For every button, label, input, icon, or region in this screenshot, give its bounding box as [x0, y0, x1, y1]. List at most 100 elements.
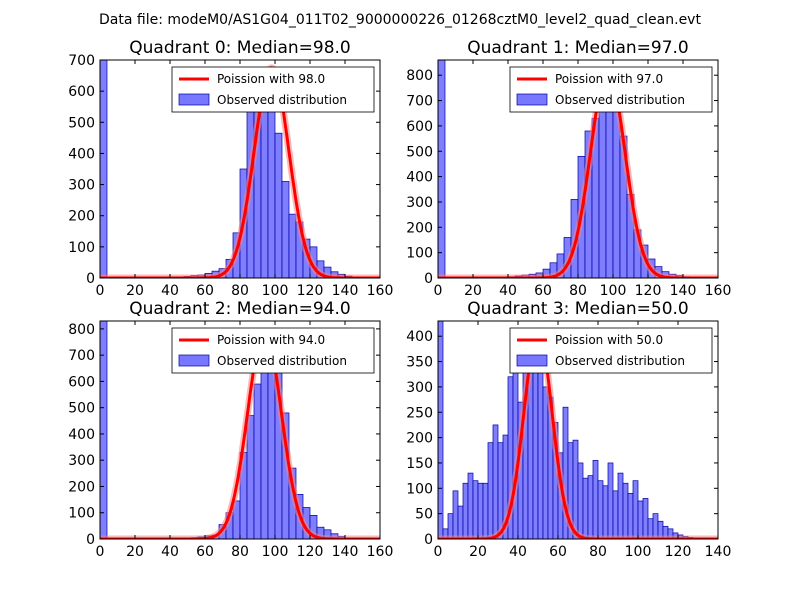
quadrant-2-legend-line-label: Poission with 94.0 — [217, 333, 325, 347]
quadrant-2-bar — [253, 383, 262, 539]
quadrant-2-ytick-label: 400 — [68, 427, 95, 443]
quadrant-0-bar — [100, 60, 108, 278]
quadrant-3-bar — [467, 472, 474, 539]
quadrant-0-bar — [274, 132, 283, 278]
quadrant-3-ytick-label: 300 — [406, 380, 433, 396]
quadrant-2-xtick-label: 100 — [262, 544, 289, 560]
quadrant-1-xtick-label: 40 — [499, 283, 517, 299]
quadrant-3-bar — [582, 477, 589, 539]
quadrant-0-ytick-label: 100 — [68, 240, 95, 256]
quadrant-1-xtick-label: 160 — [705, 283, 732, 299]
quadrant-2-xtick-label: 60 — [196, 544, 214, 560]
quadrant-2-ytick-label: 700 — [68, 348, 95, 364]
quadrant-2-ytick-label: 200 — [68, 479, 95, 495]
quadrant-3-bar — [577, 462, 584, 539]
quadrant-2-xtick-label: 40 — [161, 544, 179, 560]
quadrant-2-xtick-label: 0 — [96, 544, 105, 560]
quadrant-0-ytick-label: 300 — [68, 178, 95, 194]
quadrant-3-xtick-label: 40 — [509, 544, 527, 560]
quadrant-1-ytick-label: 700 — [406, 94, 433, 110]
quadrant-0-bar — [281, 181, 290, 278]
quadrant-3-bar — [642, 498, 649, 539]
quadrant-1-xtick-label: 60 — [534, 283, 552, 299]
quadrant-3-bar — [452, 490, 459, 539]
quadrant-3-bar — [592, 460, 599, 539]
quadrant-0-xtick-label: 100 — [262, 283, 289, 299]
quadrant-1-xtick-label: 140 — [670, 283, 697, 299]
figure-title: Data file: modeM0/AS1G04_011T02_90000002… — [99, 12, 701, 28]
quadrant-1-ytick-label: 300 — [406, 195, 433, 211]
quadrant-3-bar — [492, 424, 499, 539]
quadrant-3-bar — [597, 480, 604, 539]
quadrant-3-bar — [602, 485, 609, 539]
quadrant-2-xtick-label: 80 — [231, 544, 249, 560]
quadrant-3-title: Quadrant 3: Median=50.0 — [467, 299, 689, 319]
quadrant-3-plot-area — [438, 321, 718, 539]
quadrant-3-xtick-label: 140 — [705, 544, 732, 560]
quadrant-3-bar — [607, 462, 614, 539]
quadrant-1-ytick-label: 800 — [406, 68, 433, 84]
quadrant-0-ytick-label: 0 — [86, 271, 95, 287]
quadrant-3-legend-bar-label: Observed distribution — [555, 354, 685, 368]
quadrant-3-ytick-label: 350 — [406, 355, 433, 371]
quadrant-2-xtick-label: 160 — [367, 544, 394, 560]
quadrant-2-bar — [100, 321, 108, 539]
quadrant-2-legend-bar-label: Observed distribution — [217, 354, 347, 368]
quadrant-3-bar — [537, 371, 544, 539]
quadrant-3-bar — [447, 513, 454, 539]
quadrant-2-plot-area — [100, 321, 380, 539]
quadrant-0-ytick-label: 700 — [68, 53, 95, 69]
quadrant-2-ytick-label: 800 — [68, 322, 95, 338]
quadrant-3-ytick-label: 200 — [406, 431, 433, 447]
quadrant-2-ytick-label: 0 — [86, 532, 95, 548]
quadrant-3-ytick-label: 100 — [406, 481, 433, 497]
quadrant-3-axes-frame — [437, 320, 719, 540]
quadrant-3-ytick-label: 50 — [415, 507, 433, 523]
quadrant-3-xtick-label: 120 — [665, 544, 692, 560]
quadrant-1-xtick-label: 80 — [569, 283, 587, 299]
quadrant-2-ytick-label: 100 — [68, 506, 95, 522]
quadrant-3-xtick-label: 0 — [434, 544, 443, 560]
quadrant-3-bar — [438, 321, 444, 539]
quadrant-2-xtick-label: 20 — [126, 544, 144, 560]
quadrant-2-ytick-label: 500 — [68, 401, 95, 417]
quadrant-1-legend-bar-label: Observed distribution — [555, 93, 685, 107]
quadrant-3-xtick-label: 100 — [625, 544, 652, 560]
quadrant-2-xtick-label: 120 — [297, 544, 324, 560]
quadrant-3-bar — [487, 442, 494, 539]
quadrant-1-xtick-label: 120 — [635, 283, 662, 299]
quadrant-0-bar — [288, 213, 297, 278]
quadrant-1-bar — [438, 60, 446, 278]
quadrant-2-title: Quadrant 2: Median=94.0 — [129, 299, 351, 319]
quadrant-0-title: Quadrant 0: Median=98.0 — [129, 38, 351, 58]
quadrant-0-panel: Quadrant 0: Median=98.0 0 20 40 60 80 100 120 14… — [68, 38, 393, 299]
quadrant-3-ytick-label: 250 — [406, 405, 433, 421]
quadrant-1-ytick-label: 600 — [406, 119, 433, 135]
quadrant-3-bar — [627, 493, 634, 539]
quadrant-0-xtick-label: 20 — [126, 283, 144, 299]
quadrant-1-title: Quadrant 1: Median=97.0 — [467, 38, 689, 58]
quadrant-3-bar — [457, 505, 464, 539]
quadrant-3-bar — [482, 482, 489, 539]
quadrant-1-legend-bar-swatch — [516, 93, 548, 106]
quadrant-1-ytick-label: 100 — [406, 246, 433, 262]
quadrant-1-legend-line-label: Poission with 97.0 — [555, 72, 663, 86]
quadrant-0-xtick-label: 140 — [332, 283, 359, 299]
quadrant-3-bar — [612, 490, 619, 539]
quadrant-0-xtick-label: 60 — [196, 283, 214, 299]
quadrant-3-bar — [637, 500, 644, 539]
quadrant-3-ytick-label: 400 — [406, 329, 433, 345]
quadrant-0-legend-line-label: Poission with 98.0 — [217, 72, 325, 86]
quadrant-2-legend-bar-swatch — [178, 354, 210, 367]
quadrant-3-legend: Poission with 50.0 Observed distribution — [509, 327, 713, 374]
quadrant-0-xtick-label: 80 — [231, 283, 249, 299]
quadrant-3-bar — [587, 475, 594, 539]
quadrant-1-ytick-label: 0 — [424, 271, 433, 287]
quadrant-3-bar — [472, 480, 479, 539]
quadrant-0-legend-bar-swatch — [178, 93, 210, 106]
quadrant-3-panel: Quadrant 3: Median=50.0 0 20 40 60 80 100 120 14… — [406, 299, 731, 560]
quadrant-panels: Quadrant 0: Median=98.0 0 20 40 60 80 100 120 14… — [68, 38, 731, 560]
quadrant-0-bar — [267, 93, 276, 278]
quadrant-3-bar — [632, 480, 639, 539]
quadrant-1-xtick-label: 100 — [600, 283, 627, 299]
